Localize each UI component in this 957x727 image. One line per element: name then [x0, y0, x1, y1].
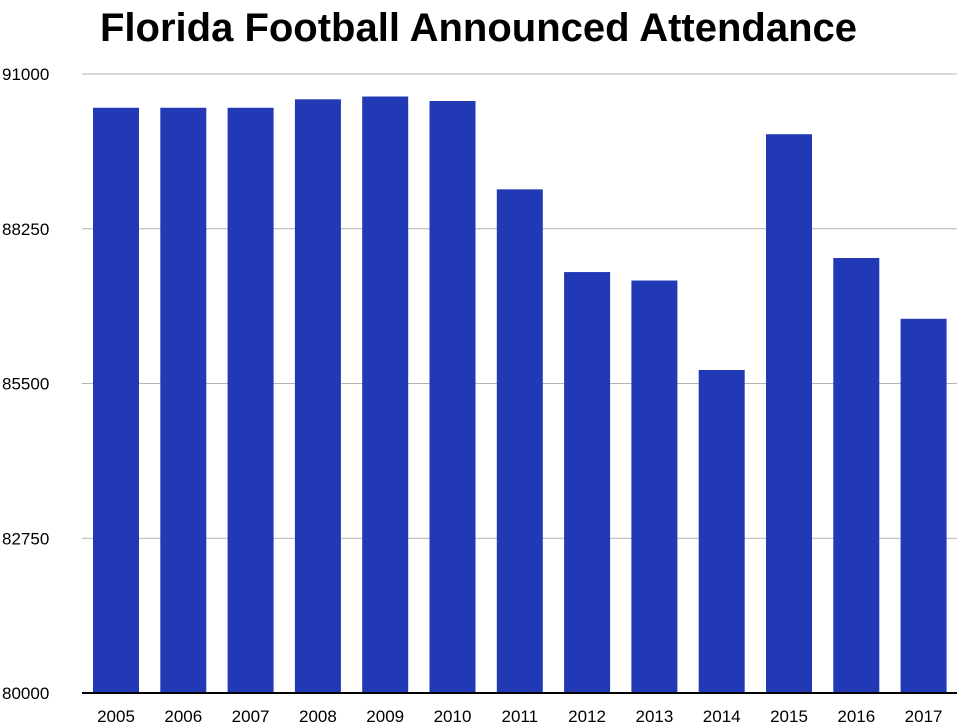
- y-tick-label: 80000: [2, 684, 49, 703]
- bar-2012: [564, 272, 611, 693]
- x-tick-label-2014: 2014: [703, 707, 741, 726]
- y-tick-label: 85500: [2, 375, 49, 394]
- y-tick-label: 82750: [2, 529, 49, 548]
- x-tick-label-2012: 2012: [568, 707, 606, 726]
- y-axis-tick-labels: 80000 82750 85500 88250 91000: [2, 65, 49, 703]
- y-tick-label: 88250: [2, 220, 49, 239]
- bar-2015: [766, 134, 812, 694]
- bar-2010: [429, 101, 476, 693]
- x-tick-label-2013: 2013: [635, 707, 673, 726]
- x-tick-label-2008: 2008: [299, 707, 337, 726]
- chart-title: Florida Football Announced Attendance: [99, 6, 858, 50]
- bar-2016: [833, 258, 880, 693]
- bar-2011: [496, 189, 543, 694]
- bar-2013: [631, 280, 678, 693]
- x-tick-label-2017: 2017: [905, 707, 943, 726]
- x-tick-label-2010: 2010: [434, 707, 472, 726]
- bar-2005: [93, 107, 139, 694]
- x-tick-label-2009: 2009: [366, 707, 404, 726]
- y-tick-label: 91000: [2, 65, 49, 84]
- x-tick-label-2005: 2005: [97, 707, 135, 726]
- bar-2014: [698, 369, 745, 693]
- bar-2017: [900, 318, 947, 693]
- x-tick-label-2007: 2007: [232, 707, 270, 726]
- x-tick-label-2006: 2006: [164, 707, 202, 726]
- x-tick-label-2015: 2015: [770, 707, 808, 726]
- bar-2006: [160, 107, 207, 694]
- bars: [93, 96, 947, 694]
- x-tick-label-2016: 2016: [837, 707, 875, 726]
- x-axis-tick-labels: 2005 2006 2007 2008 2009 2010 2011 2012 2013 2014…: [97, 707, 942, 726]
- bar-2009: [362, 96, 409, 693]
- bar-2007: [227, 107, 274, 694]
- bar-2008: [294, 99, 341, 693]
- x-tick-label-2011: 2011: [502, 707, 539, 726]
